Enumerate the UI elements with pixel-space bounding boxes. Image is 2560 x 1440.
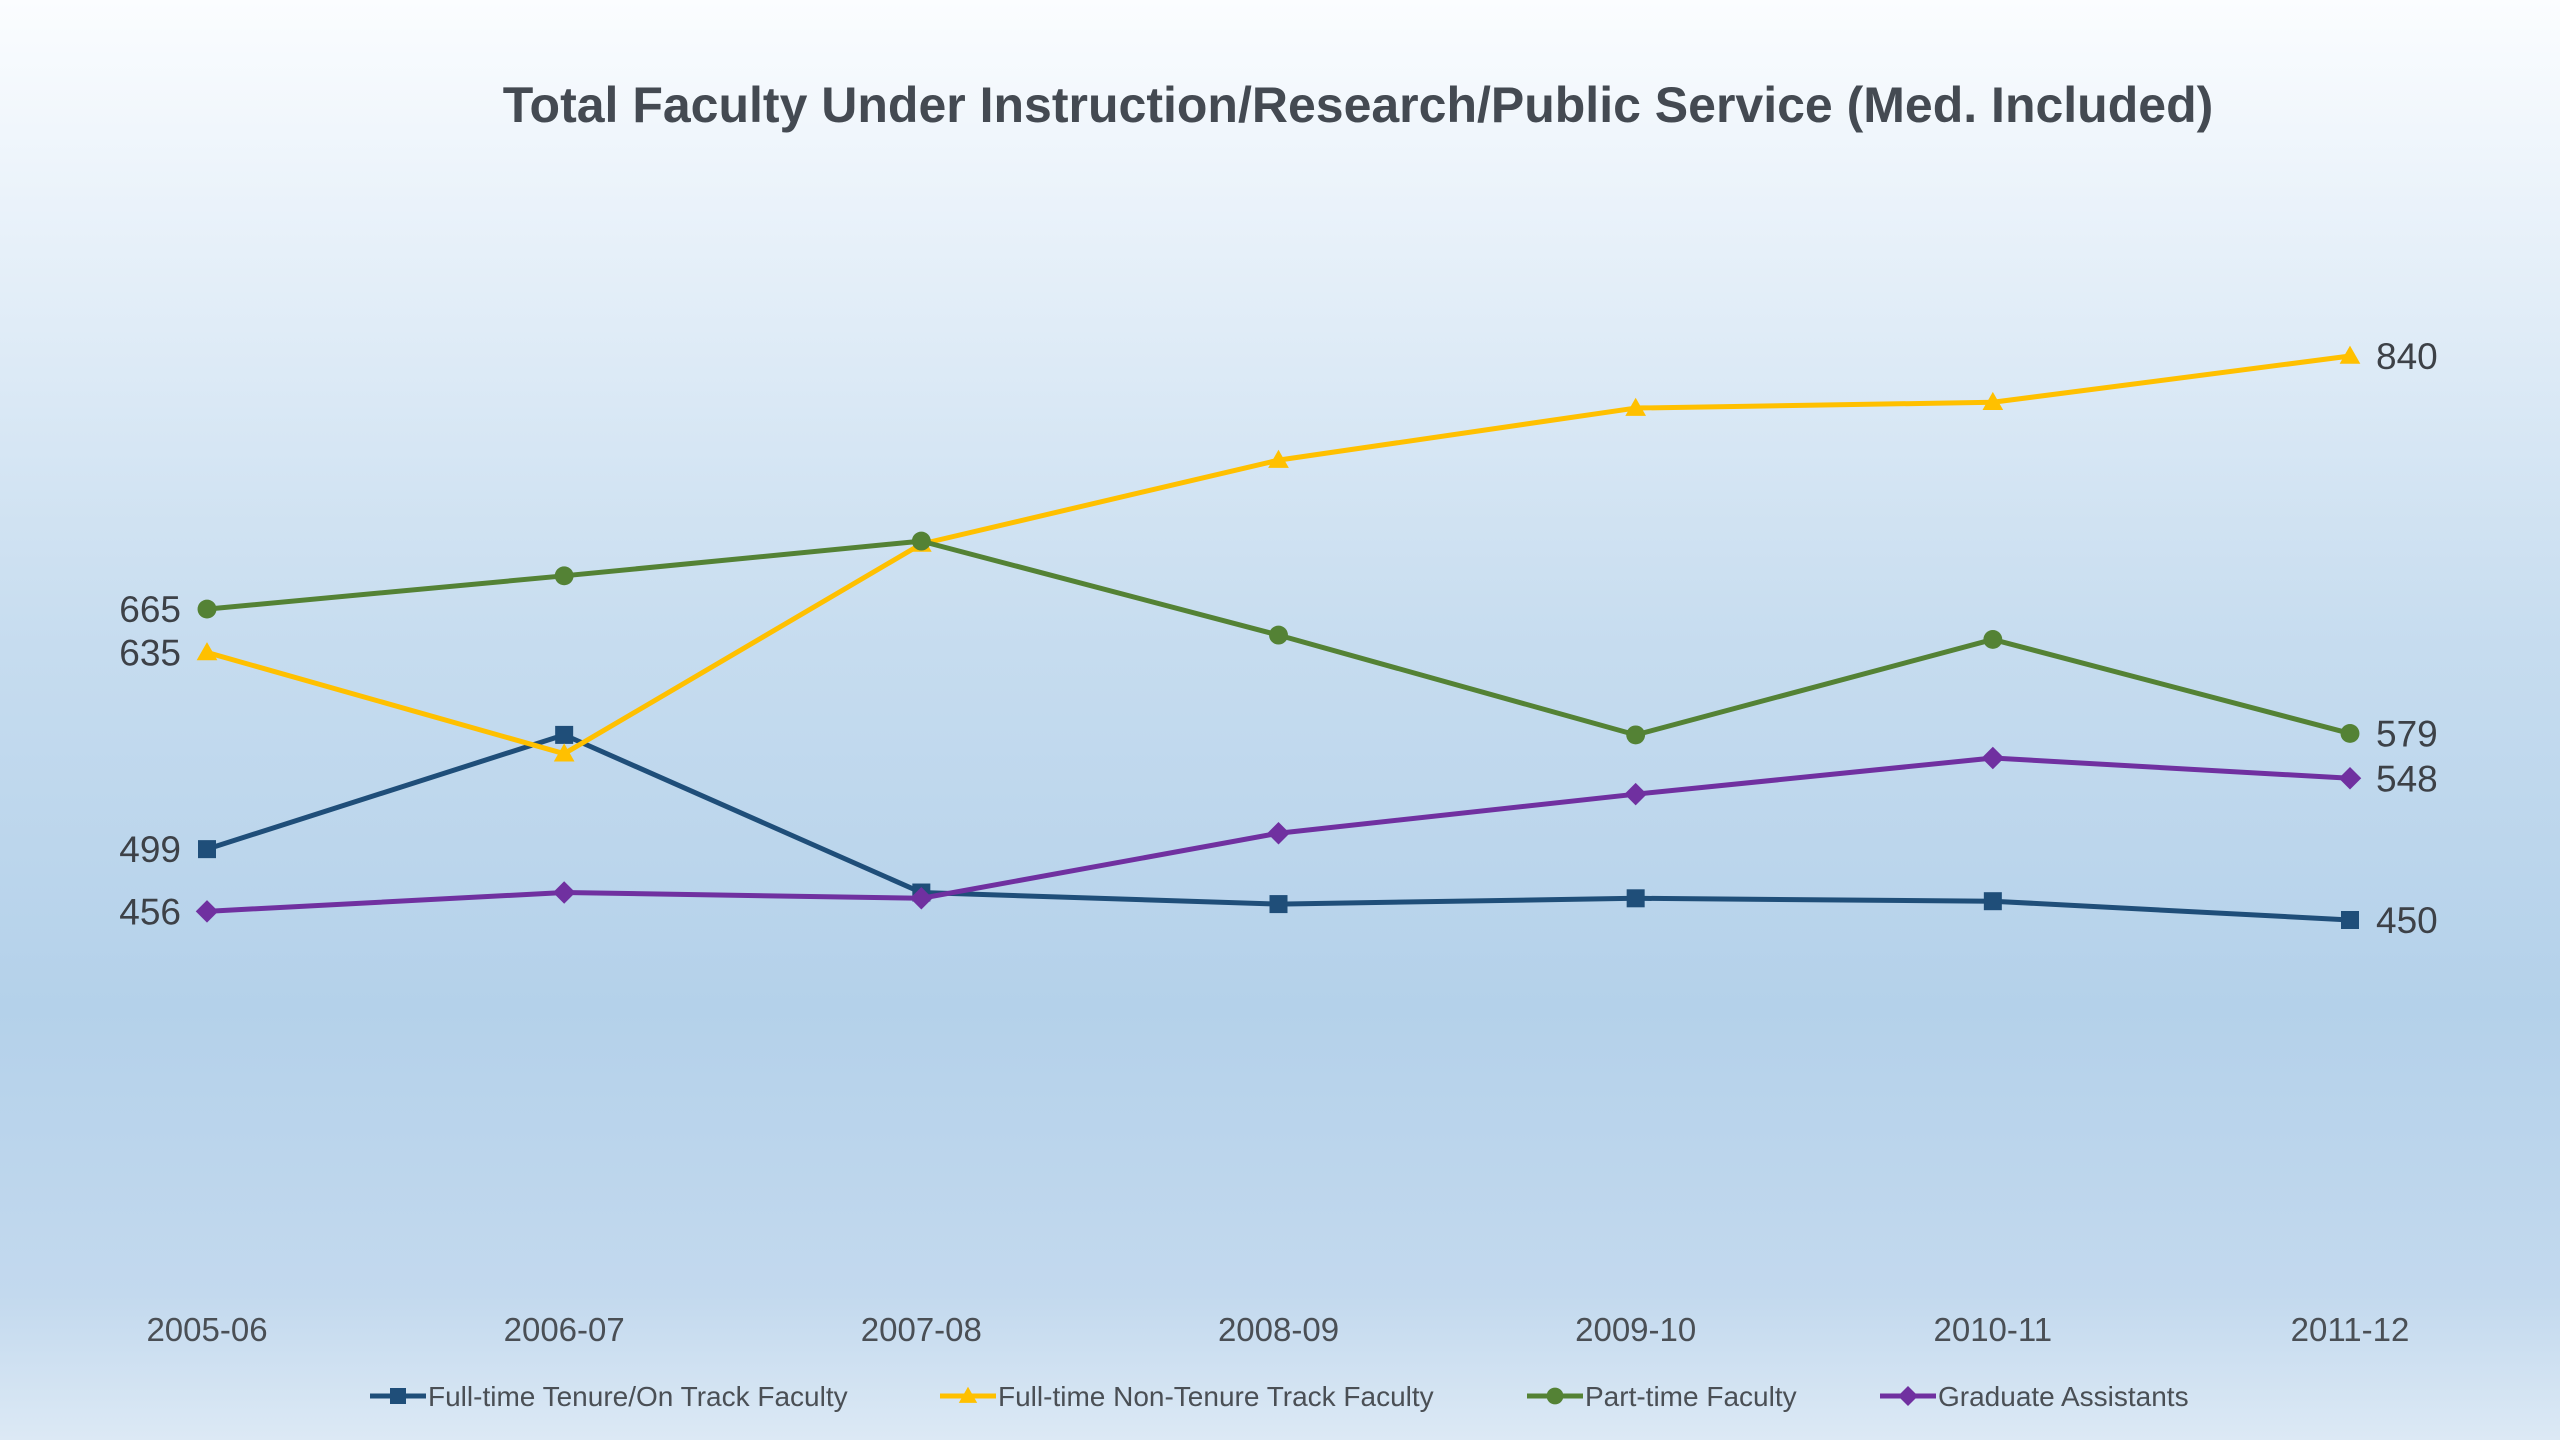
legend-item: Graduate Assistants	[1880, 1381, 2189, 1412]
data-point	[198, 840, 216, 859]
data-label: 456	[119, 891, 181, 932]
data-labels: 499 450 635 840 665 579 456 548	[119, 336, 2437, 941]
data-point	[2341, 911, 2359, 929]
x-tick-label: 2005-06	[146, 1311, 267, 1348]
data-point	[1267, 821, 1290, 845]
data-point	[2338, 767, 2362, 790]
data-point	[1268, 449, 1289, 468]
x-tick-label: 2008-09	[1218, 1311, 1339, 1348]
data-point	[552, 881, 576, 904]
series-3	[197, 531, 2360, 745]
data-point	[1983, 892, 2002, 911]
x-axis-ticks: 2005-06 2006-07 2007-08 2008-09 2009-10 2010-…	[146, 1311, 2409, 1348]
legend-marker	[1898, 1386, 1918, 1406]
data-label: 665	[119, 589, 181, 630]
data-point	[1269, 625, 1288, 645]
legend-label: Full-time Tenure/On Track Faculty	[428, 1381, 848, 1412]
x-tick-label: 2009-10	[1575, 1311, 1696, 1348]
data-point	[2340, 723, 2360, 743]
data-point	[1983, 629, 2003, 649]
data-point	[2339, 345, 2361, 364]
legend-item: Full-time Tenure/On Track Faculty	[370, 1381, 848, 1412]
data-point	[1624, 782, 1647, 806]
data-point	[1626, 725, 1646, 745]
data-point	[195, 900, 219, 923]
series-4	[195, 746, 2362, 923]
x-tick-label: 2006-07	[504, 1311, 625, 1348]
legend-label: Graduate Assistants	[1938, 1381, 2189, 1412]
data-label: 635	[119, 632, 181, 673]
x-tick-label: 2007-08	[861, 1311, 982, 1348]
legend-marker	[1546, 1387, 1564, 1405]
x-tick-label: 2010-11	[1933, 1311, 2052, 1348]
series-line	[206, 353, 2351, 757]
data-label: 548	[2376, 758, 2438, 799]
data-point	[1982, 391, 2004, 411]
data-label: 840	[2376, 336, 2438, 377]
data-label: 579	[2376, 713, 2438, 754]
data-point	[1625, 397, 1647, 416]
data-point	[1981, 746, 2005, 770]
data-point	[555, 725, 574, 744]
legend-item: Full-time Non-Tenure Track Faculty	[940, 1381, 1434, 1412]
data-point	[196, 642, 218, 661]
legend-marker	[958, 1386, 978, 1403]
data-label: 450	[2376, 900, 2438, 941]
data-point	[911, 531, 931, 551]
data-point	[1626, 889, 1645, 908]
x-tick-label: 2011-12	[2291, 1311, 2410, 1348]
data-point	[553, 743, 575, 762]
data-point	[910, 887, 933, 910]
data-point	[197, 599, 217, 619]
data-label: 499	[119, 829, 181, 870]
legend-marker	[390, 1388, 406, 1404]
chart-title: Total Faculty Under Instruction/Research…	[503, 77, 2214, 133]
data-point	[1269, 895, 1288, 914]
legend: Full-time Tenure/On Track Faculty Full-ti…	[370, 1381, 2189, 1412]
legend-item: Part-time Faculty	[1527, 1381, 1797, 1412]
legend-label: Full-time Non-Tenure Track Faculty	[998, 1381, 1434, 1412]
data-point	[554, 566, 574, 586]
series-2	[196, 345, 2361, 762]
legend-label: Part-time Faculty	[1585, 1381, 1797, 1412]
series-layer	[195, 345, 2362, 929]
